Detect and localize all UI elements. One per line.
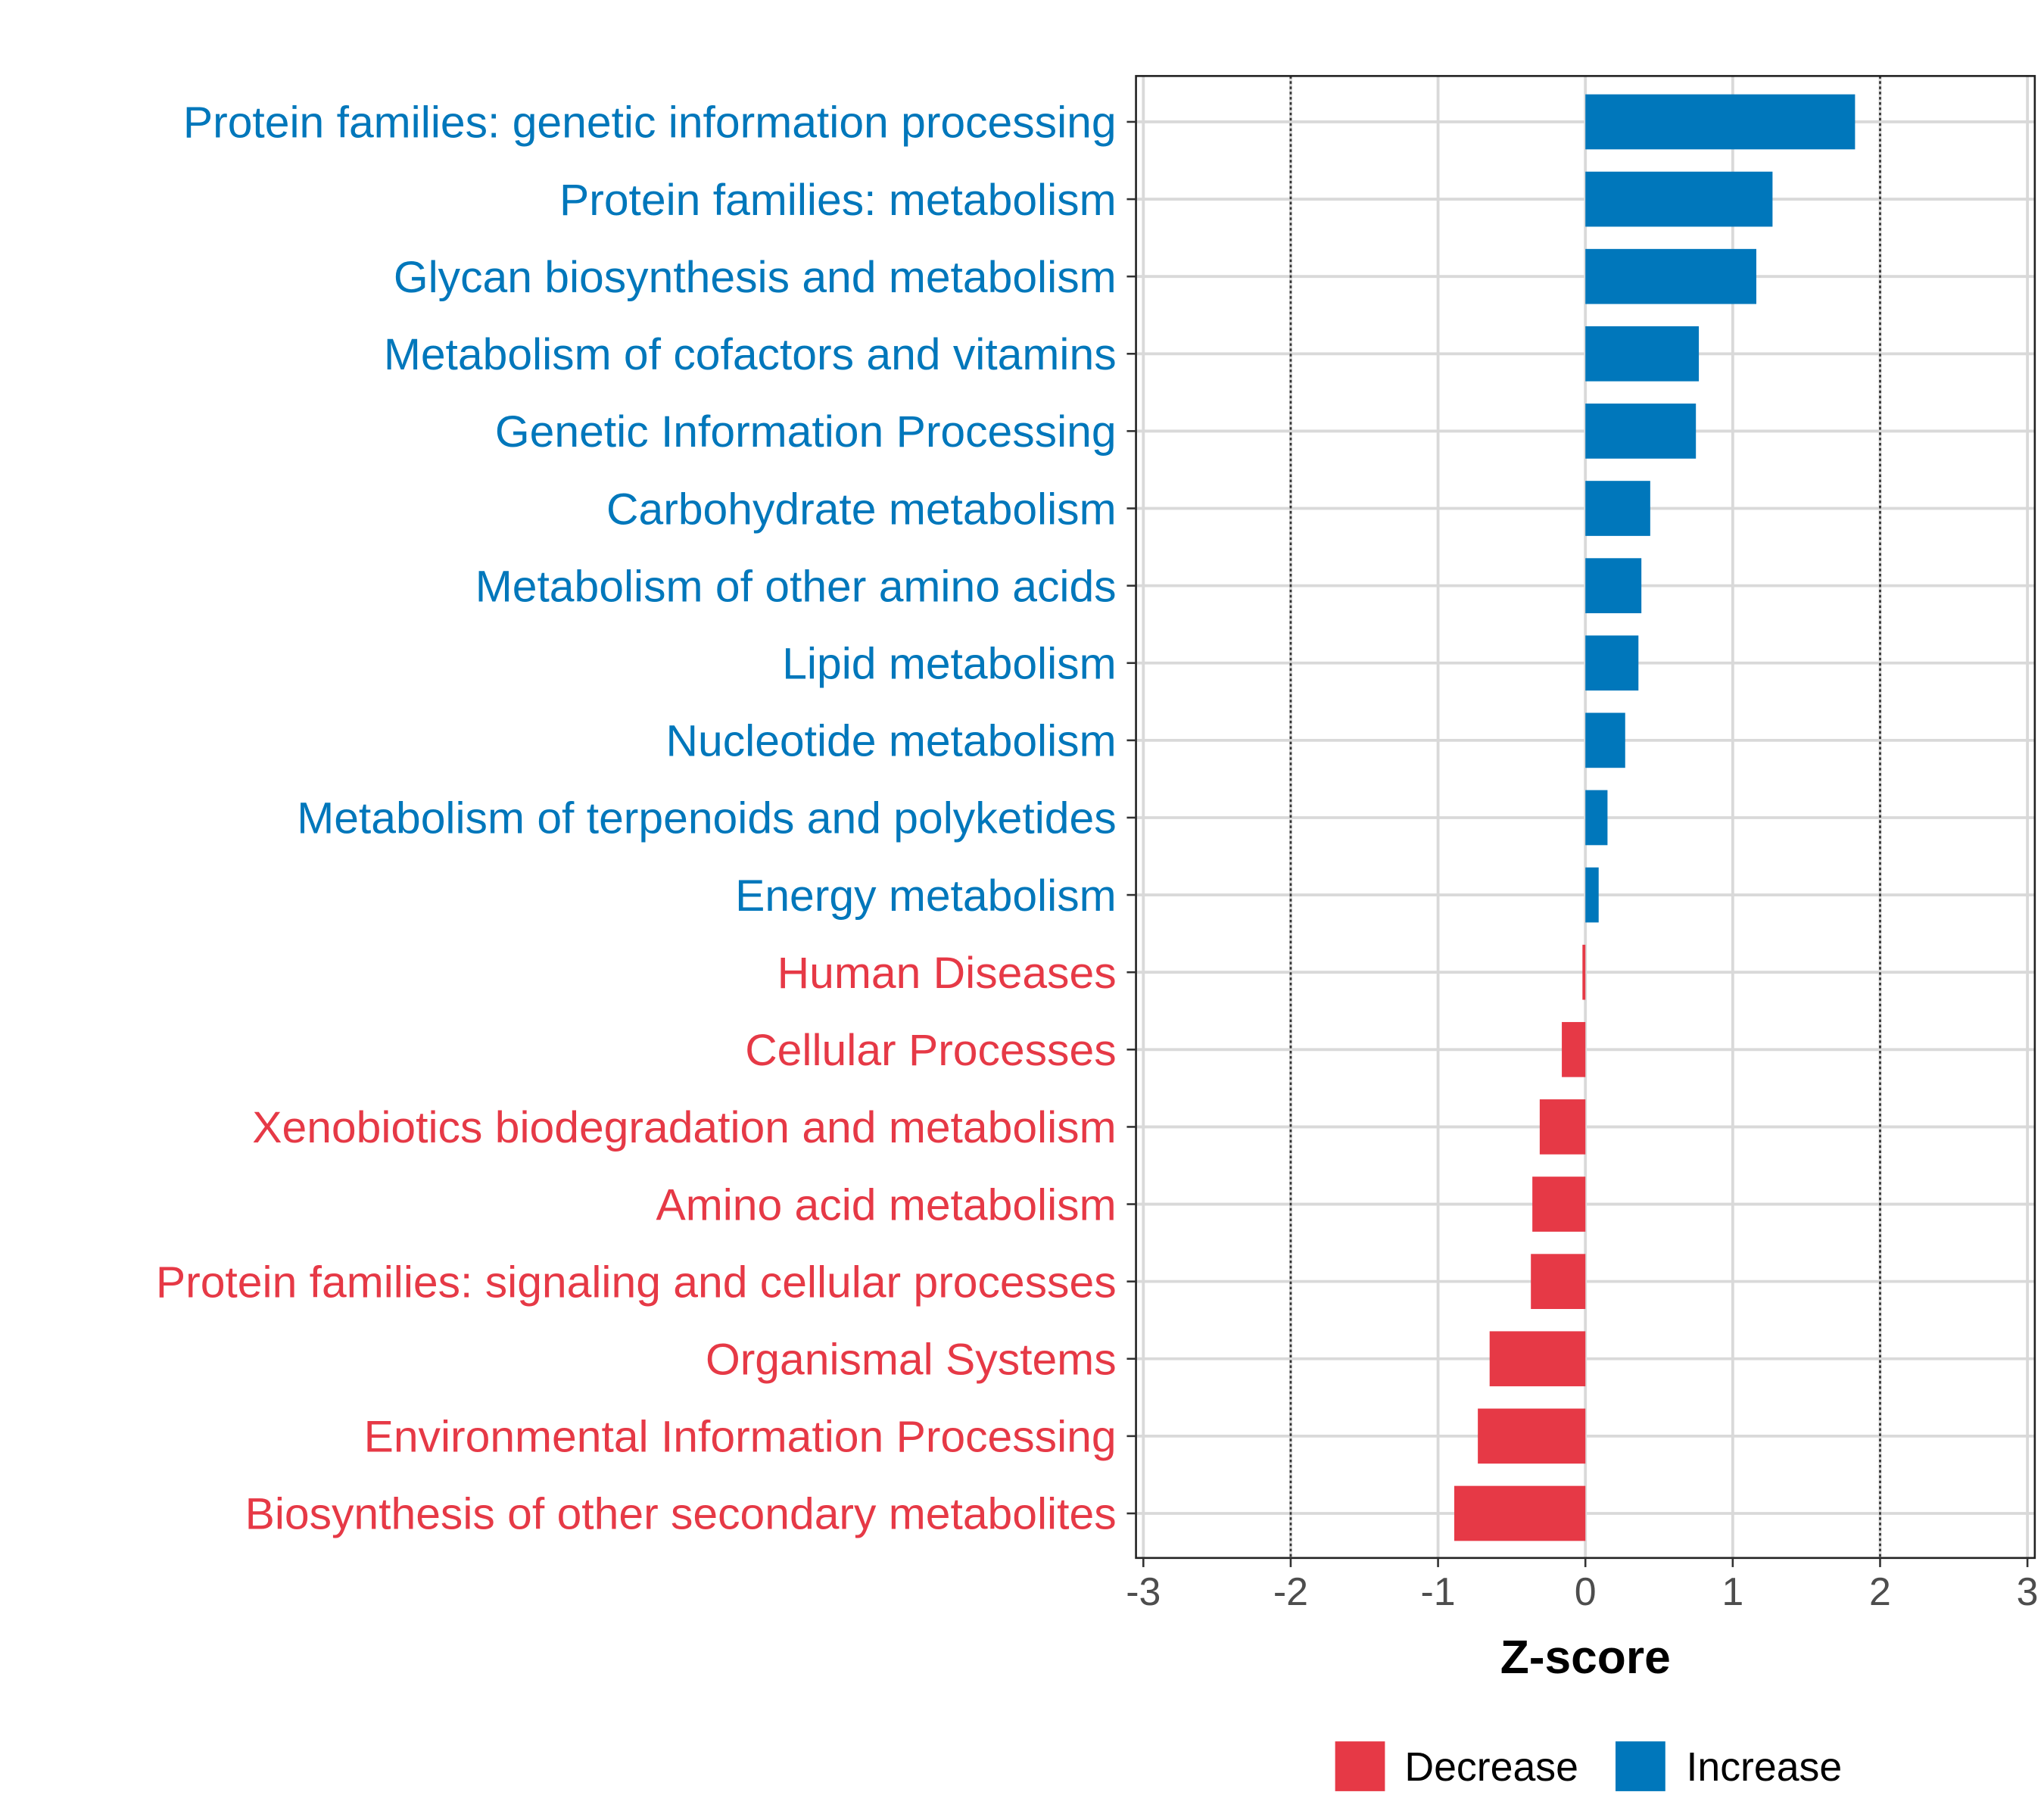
y-tick-label: Genetic Information Processing: [495, 407, 1117, 457]
bar-increase: [1585, 326, 1700, 382]
y-tick-label: Protein families: metabolism: [559, 176, 1117, 225]
legend-label: Decrease: [1404, 1744, 1578, 1790]
y-tick-label: Energy metabolism: [735, 871, 1117, 921]
bar-decrease: [1582, 944, 1586, 1000]
y-tick-label: Organismal Systems: [706, 1335, 1117, 1385]
legend-swatch-decrease: [1335, 1741, 1385, 1791]
legend: Decrease Increase: [1335, 1741, 1842, 1791]
y-tick-label: Protein families: genetic information pr…: [183, 98, 1117, 148]
bar-decrease: [1532, 1177, 1586, 1232]
y-tick-label: Glycan biosynthesis and metabolism: [394, 253, 1117, 302]
y-tick-label: Biosynthesis of other secondary metaboli…: [245, 1490, 1117, 1539]
bar-decrease: [1454, 1485, 1586, 1541]
y-tick-label: Environmental Information Processing: [364, 1413, 1117, 1462]
y-tick-label: Carbohydrate metabolism: [606, 485, 1117, 534]
legend-label: Increase: [1686, 1744, 1842, 1790]
bar-increase: [1585, 481, 1650, 536]
bar-decrease: [1539, 1099, 1586, 1155]
bar-increase: [1585, 94, 1855, 150]
y-axis-labels: Protein families: genetic information pr…: [156, 98, 1136, 1539]
y-tick-label: Amino acid metabolism: [656, 1180, 1116, 1230]
y-tick-label: Nucleotide metabolism: [666, 717, 1117, 766]
reference-lines: [1289, 76, 1881, 1558]
bar-increase: [1585, 635, 1639, 691]
bar-decrease: [1478, 1408, 1586, 1464]
bar-decrease: [1489, 1331, 1586, 1387]
x-tick-label: 1: [1722, 1570, 1743, 1614]
y-tick-label: Metabolism of terpenoids and polyketides: [297, 794, 1116, 843]
bar-increase: [1585, 712, 1625, 768]
x-tick-label: 3: [2017, 1570, 2039, 1614]
y-tick-label: Cellular Processes: [745, 1026, 1116, 1075]
bars: [1454, 94, 1855, 1541]
bar-increase: [1585, 790, 1608, 846]
x-tick-label: -3: [1126, 1570, 1161, 1614]
x-tick-label: 2: [1869, 1570, 1891, 1614]
bar-increase: [1585, 171, 1773, 227]
bar-decrease: [1531, 1254, 1586, 1309]
y-tick-label: Protein families: signaling and cellular…: [156, 1258, 1117, 1307]
y-tick-label: Metabolism of other amino acids: [475, 562, 1117, 611]
y-tick-label: Xenobiotics biodegradation and metabolis…: [252, 1103, 1116, 1152]
y-tick-label: Human Diseases: [777, 949, 1117, 998]
x-axis-ticks: -3 -2 -1 0 1 2 3: [1126, 1557, 2039, 1614]
bar-increase: [1585, 867, 1599, 923]
bar-increase: [1585, 248, 1756, 304]
bar-increase: [1585, 404, 1697, 459]
bar-decrease: [1562, 1021, 1586, 1077]
legend-swatch-increase: [1616, 1741, 1665, 1791]
x-axis-title: Z-score: [1500, 1632, 1671, 1684]
y-tick-label: Metabolism of cofactors and vitamins: [384, 330, 1117, 379]
x-tick-label: 0: [1575, 1570, 1597, 1614]
x-tick-label: -1: [1420, 1570, 1455, 1614]
bar-increase: [1585, 558, 1642, 613]
x-tick-label: -2: [1273, 1570, 1308, 1614]
y-tick-label: Lipid metabolism: [782, 640, 1116, 689]
